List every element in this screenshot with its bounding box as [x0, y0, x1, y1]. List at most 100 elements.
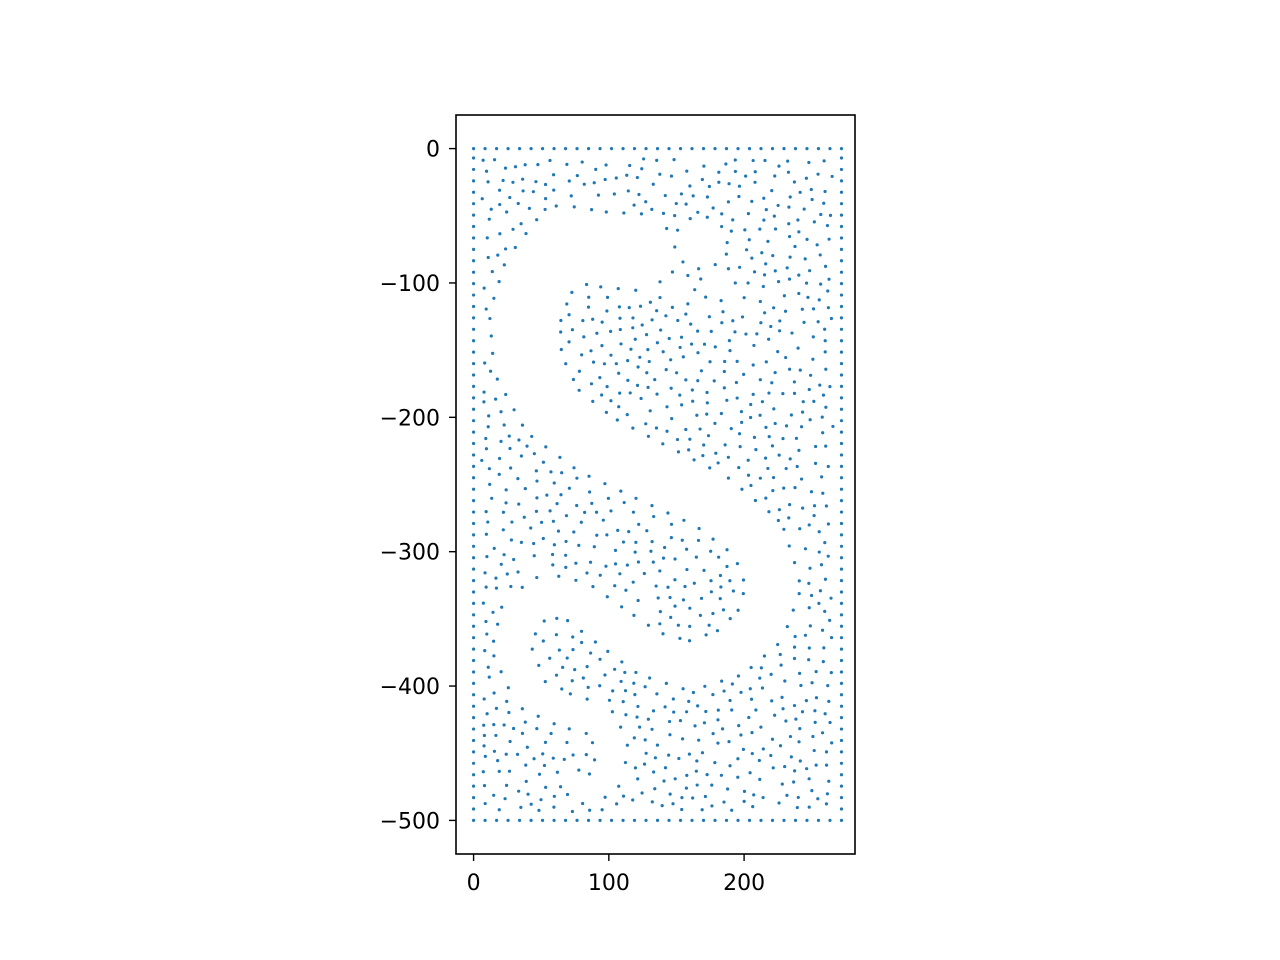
- scatter-point: [646, 434, 651, 438]
- scatter-point: [571, 648, 575, 652]
- scatter-point: [510, 520, 514, 524]
- scatter-point: [703, 794, 708, 799]
- scatter-point: [520, 585, 524, 589]
- scatter-point: [813, 720, 817, 724]
- scatter-point: [821, 431, 825, 435]
- scatter-point: [716, 708, 720, 712]
- scatter-point: [796, 218, 800, 222]
- scatter-point: [536, 714, 540, 718]
- y-tick-label: −300: [380, 541, 440, 566]
- scatter-point: [471, 270, 476, 274]
- scatter-point: [767, 435, 771, 439]
- scatter-point: [761, 747, 765, 751]
- scatter-point: [521, 177, 525, 181]
- scatter-point: [805, 818, 809, 823]
- scatter-point: [839, 430, 844, 434]
- scatter-point: [805, 237, 809, 241]
- scatter-point: [839, 499, 844, 503]
- scatter-point: [822, 646, 826, 650]
- scatter-point: [665, 429, 669, 433]
- scatter-point: [666, 585, 670, 589]
- scatter-point: [635, 383, 640, 387]
- scatter-point: [511, 726, 516, 731]
- scatter-point: [646, 623, 651, 627]
- scatter-point: [759, 666, 764, 670]
- scatter-point: [494, 586, 499, 590]
- scatter-point: [787, 544, 791, 548]
- scatter-point: [483, 754, 487, 758]
- scatter-point: [507, 769, 512, 773]
- y-tick-label: −200: [380, 406, 440, 431]
- scatter-point: [839, 453, 844, 457]
- scatter-point: [502, 723, 506, 727]
- scatter-point: [784, 355, 788, 360]
- scatter-point: [541, 752, 545, 756]
- scatter-point: [811, 307, 816, 311]
- scatter-point: [699, 596, 704, 600]
- scatter-point: [810, 789, 814, 793]
- scatter-point: [749, 402, 753, 407]
- y-tick-label: −400: [380, 675, 440, 700]
- scatter-point: [540, 146, 545, 151]
- scatter-point: [824, 367, 828, 371]
- scatter-point: [644, 200, 648, 204]
- scatter-point: [564, 539, 568, 544]
- scatter-point: [687, 448, 691, 452]
- scatter-point: [782, 486, 786, 490]
- scatter-point: [773, 174, 777, 178]
- scatter-point: [719, 299, 723, 303]
- scatter-point: [738, 265, 742, 269]
- scatter-point: [773, 269, 777, 273]
- scatter-point: [658, 280, 662, 284]
- scatter-point: [839, 521, 844, 526]
- scatter-point: [792, 645, 797, 649]
- scatter-point: [662, 779, 666, 783]
- scatter-point: [520, 423, 525, 427]
- scatter-point: [770, 146, 775, 151]
- scatter-point: [793, 244, 797, 249]
- scatter-point: [620, 660, 624, 664]
- scatter-point: [826, 306, 831, 310]
- scatter-point: [486, 425, 490, 429]
- scatter-point: [648, 409, 652, 413]
- scatter-point: [529, 818, 533, 823]
- scatter-point: [600, 393, 604, 397]
- scatter-point: [675, 371, 679, 375]
- scatter-point: [570, 328, 575, 332]
- scatter-point: [636, 560, 641, 564]
- scatter-point: [572, 466, 576, 470]
- scatter-point: [487, 414, 491, 418]
- scatter-point: [839, 146, 844, 151]
- scatter-point: [758, 676, 762, 680]
- scatter-point: [586, 305, 591, 309]
- scatter-point: [776, 518, 780, 523]
- scatter-point: [606, 649, 610, 654]
- scatter-point: [527, 206, 531, 210]
- scatter-point: [567, 727, 571, 731]
- scatter-point: [737, 465, 741, 470]
- scatter-point: [471, 647, 476, 651]
- scatter-point: [744, 332, 748, 336]
- scatter-point: [711, 692, 715, 697]
- scatter-point: [700, 177, 704, 182]
- scatter-point: [713, 262, 717, 267]
- scatter-point: [685, 710, 689, 714]
- scatter-point: [489, 334, 493, 338]
- scatter-point: [658, 609, 662, 614]
- scatter-point: [656, 596, 660, 600]
- scatter-point: [591, 585, 595, 589]
- scatter-point: [644, 332, 649, 337]
- scatter-point: [797, 230, 801, 234]
- scatter-point: [492, 296, 496, 300]
- scatter-point: [779, 663, 783, 667]
- scatter-point: [716, 741, 720, 745]
- scatter-point: [725, 398, 729, 402]
- scatter-point: [653, 756, 657, 760]
- scatter-point: [482, 400, 486, 404]
- scatter-point: [690, 818, 694, 823]
- scatter-point: [471, 624, 476, 628]
- scatter-point: [623, 689, 628, 693]
- scatter-point: [678, 818, 683, 823]
- scatter-point: [750, 256, 754, 260]
- scatter-point: [471, 339, 476, 343]
